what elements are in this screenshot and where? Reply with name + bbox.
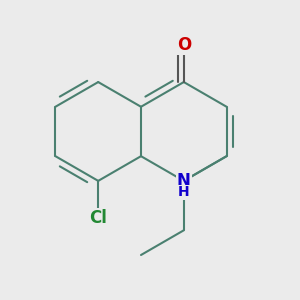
Text: Cl: Cl <box>89 209 107 227</box>
Text: N: N <box>177 172 191 190</box>
Text: O: O <box>177 36 191 54</box>
Text: H: H <box>178 185 190 199</box>
